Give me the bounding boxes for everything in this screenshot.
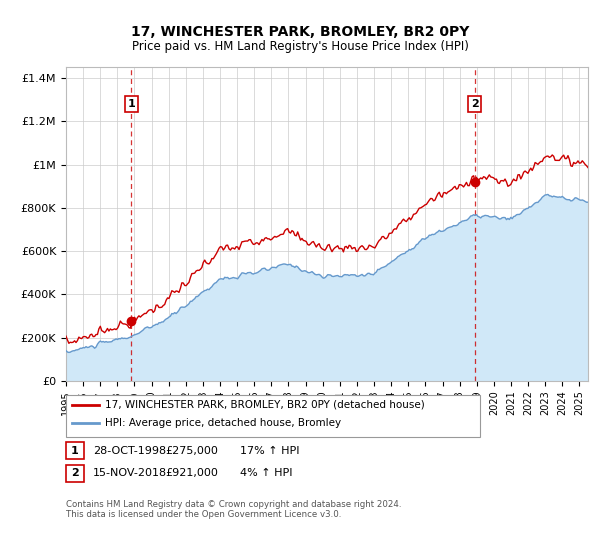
Text: 17% ↑ HPI: 17% ↑ HPI [240,446,299,456]
Text: 1: 1 [71,446,79,456]
Text: 17, WINCHESTER PARK, BROMLEY, BR2 0PY (detached house): 17, WINCHESTER PARK, BROMLEY, BR2 0PY (d… [105,400,425,410]
Text: 2: 2 [470,99,478,109]
Text: 17, WINCHESTER PARK, BROMLEY, BR2 0PY: 17, WINCHESTER PARK, BROMLEY, BR2 0PY [131,25,469,39]
Text: 28-OCT-1998: 28-OCT-1998 [93,446,166,456]
Text: 15-NOV-2018: 15-NOV-2018 [93,468,167,478]
Text: Price paid vs. HM Land Registry's House Price Index (HPI): Price paid vs. HM Land Registry's House … [131,40,469,53]
Text: £275,000: £275,000 [165,446,218,456]
Text: Contains HM Land Registry data © Crown copyright and database right 2024.
This d: Contains HM Land Registry data © Crown c… [66,500,401,519]
Text: 1: 1 [128,99,135,109]
Text: 4% ↑ HPI: 4% ↑ HPI [240,468,293,478]
Text: £921,000: £921,000 [165,468,218,478]
Text: HPI: Average price, detached house, Bromley: HPI: Average price, detached house, Brom… [105,418,341,428]
Text: 2: 2 [71,468,79,478]
